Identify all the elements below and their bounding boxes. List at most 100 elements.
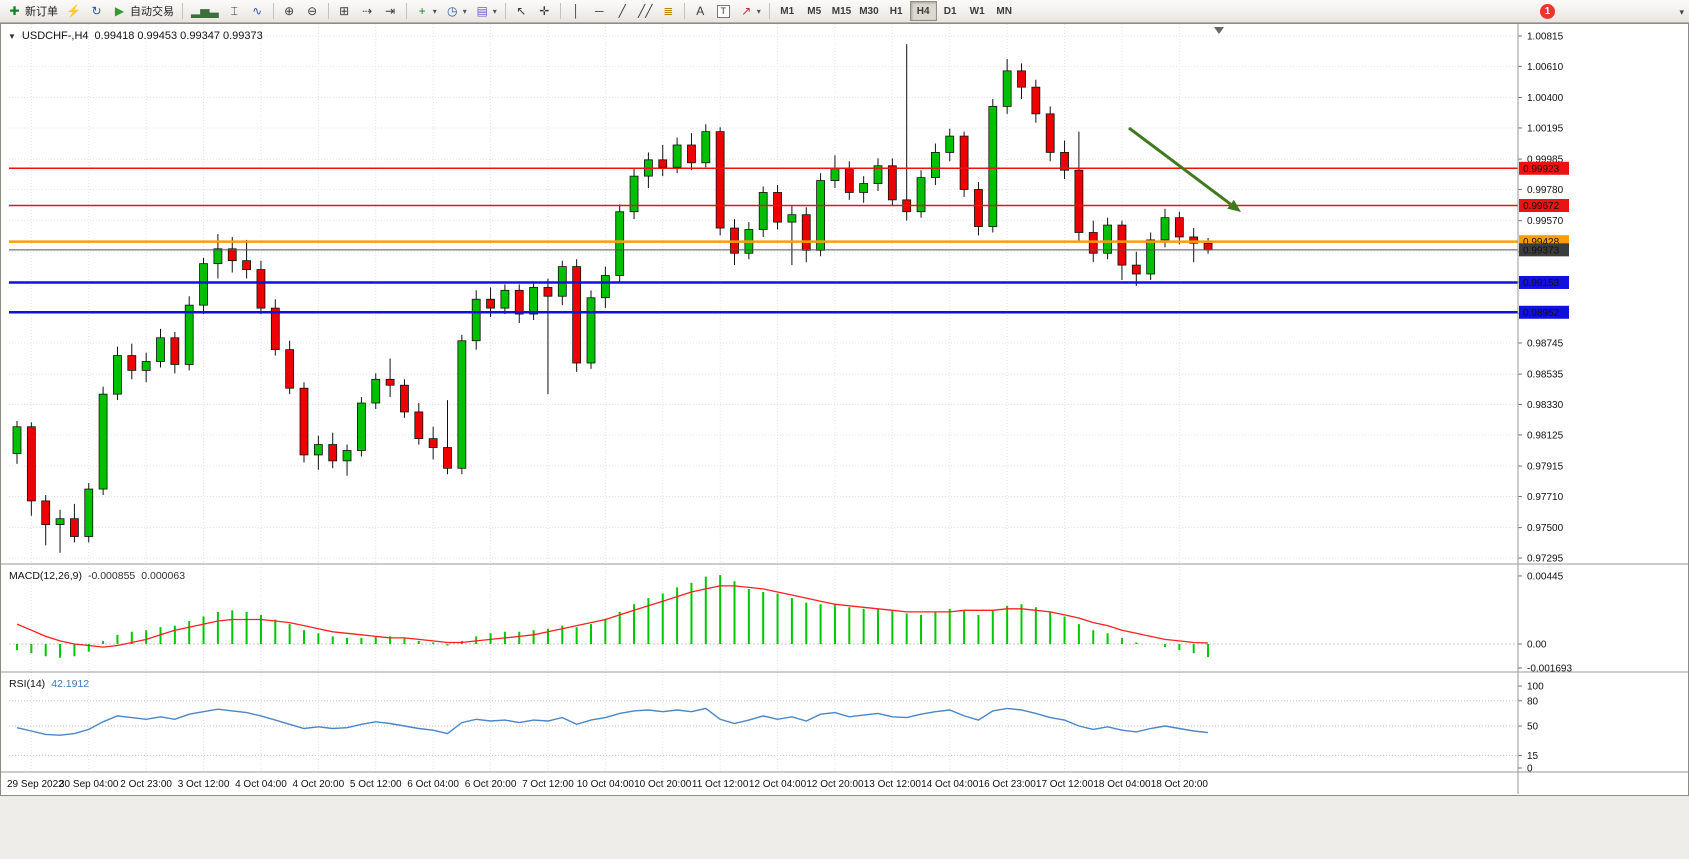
tile-windows-button[interactable]: ⊞ — [333, 1, 356, 21]
templates-icon: ▤ — [476, 4, 488, 18]
equidistant-channel-button[interactable]: ╱╱ — [634, 1, 657, 21]
svg-text:17 Oct 12:00: 17 Oct 12:00 — [1036, 779, 1094, 790]
autotrading-label: 自动交易 — [130, 6, 174, 18]
periods-button[interactable]: ◷ ▾ — [441, 1, 471, 21]
collapse-icon[interactable]: ▼ — [8, 31, 16, 41]
arrows-button[interactable]: ↗ ▾ — [735, 1, 765, 21]
timeframe-h1-button[interactable]: H1 — [883, 1, 910, 21]
svg-text:0.97710: 0.97710 — [1527, 492, 1564, 503]
svg-text:0.99780: 0.99780 — [1527, 185, 1564, 196]
horizontal-line-button[interactable]: ─ — [588, 1, 611, 21]
crosshair-button[interactable]: ✛ — [533, 1, 556, 21]
trendline-button[interactable]: ╱ — [611, 1, 634, 21]
toolbar-separator — [327, 3, 329, 19]
svg-text:0.99373: 0.99373 — [1523, 245, 1560, 256]
timeframe-m1-button[interactable]: M1 — [774, 1, 801, 21]
svg-text:0.98125: 0.98125 — [1527, 430, 1564, 441]
vertical-line-button[interactable]: │ — [565, 1, 588, 21]
toolbar-separator — [559, 3, 561, 19]
crosshair-icon: ✛ — [539, 4, 550, 18]
svg-text:6 Oct 04:00: 6 Oct 04:00 — [407, 779, 459, 790]
svg-text:1.00400: 1.00400 — [1527, 93, 1564, 104]
arrows-caret-icon: ▾ — [756, 6, 761, 16]
text-label-icon: T — [716, 4, 730, 18]
svg-text:0.98745: 0.98745 — [1527, 338, 1564, 349]
svg-text:30 Sep 04:00: 30 Sep 04:00 — [59, 779, 119, 790]
autotrading-icon: ▶ — [114, 4, 125, 18]
zoom-out-icon: ⊖ — [307, 4, 318, 18]
svg-text:15: 15 — [1527, 751, 1539, 762]
svg-text:2 Oct 23:00: 2 Oct 23:00 — [120, 779, 172, 790]
annotations — [1128, 27, 1241, 212]
chart-shift-icon: ⇥ — [385, 4, 396, 18]
periods-icon: ◷ — [446, 4, 458, 18]
timeframe-w1-button[interactable]: W1 — [964, 1, 991, 21]
bar-chart-icon: ▂▅▃ — [191, 4, 219, 18]
candlestick-chart-button[interactable]: ⌶ — [223, 1, 246, 21]
toolbar-overflow-icon[interactable]: ▾ — [1679, 7, 1684, 17]
svg-text:0.98535: 0.98535 — [1527, 370, 1564, 381]
refresh-button[interactable]: ↻ — [85, 1, 108, 21]
svg-text:0.98952: 0.98952 — [1523, 308, 1560, 319]
auto-scroll-button[interactable]: ⇢ — [356, 1, 379, 21]
equidistant-channel-icon: ╱╱ — [638, 4, 653, 18]
bar-chart-button[interactable]: ▂▅▃ — [187, 1, 223, 21]
svg-text:13 Oct 12:00: 13 Oct 12:00 — [864, 779, 922, 790]
zoom-out-button[interactable]: ⊖ — [301, 1, 324, 21]
templates-caret-icon: ▾ — [492, 6, 497, 16]
svg-text:100: 100 — [1527, 682, 1544, 693]
price-chart-canvas[interactable]: 1.00815 1.00610 1.00400 1.00195 0.99985 0.997… — [1, 24, 1688, 795]
svg-text:50: 50 — [1527, 722, 1539, 733]
cursor-button[interactable]: ↖ — [510, 1, 533, 21]
svg-text:0.97915: 0.97915 — [1527, 462, 1564, 473]
main-toolbar: ✚ 新订单 ⚡ ↻ ▶ 自动交易 ▂▅▃ ⌶ ∿ ⊕ ⊖ ⊞ ⇢ ⇥ + ▾ ◷ ▾ ▤ ▾ ↖ ✛ │ ─ ╱ ╱╱ ≣ A T ↗ ▾ M… — [0, 0, 1689, 23]
templates-button[interactable]: ▤ ▾ — [471, 1, 501, 21]
market-watch-button[interactable]: ⚡ — [62, 1, 85, 21]
zoom-in-button[interactable]: ⊕ — [278, 1, 301, 21]
periods-caret-icon: ▾ — [462, 6, 467, 16]
timeframe-m15-button[interactable]: M15 — [828, 1, 855, 21]
toolbar-separator — [768, 3, 770, 19]
svg-text:0.99923: 0.99923 — [1523, 164, 1560, 175]
svg-text:12 Oct 20:00: 12 Oct 20:00 — [806, 779, 864, 790]
svg-text:10 Oct 04:00: 10 Oct 04:00 — [577, 779, 635, 790]
macd-pane — [9, 575, 1518, 658]
text-icon: A — [696, 4, 705, 18]
svg-text:4 Oct 04:00: 4 Oct 04:00 — [235, 779, 287, 790]
timeframe-mn-button[interactable]: MN — [991, 1, 1018, 21]
svg-text:0.99570: 0.99570 — [1527, 216, 1564, 227]
svg-text:0.99428: 0.99428 — [1523, 237, 1560, 248]
candles — [12, 44, 1213, 553]
toolbar-separator — [683, 3, 685, 19]
svg-text:18 Oct 20:00: 18 Oct 20:00 — [1151, 779, 1209, 790]
rsi-pane — [9, 700, 1518, 756]
market-watch-icon: ⚡ — [66, 4, 81, 18]
new-chart-button[interactable]: + ▾ — [411, 1, 441, 21]
timeframe-m5-button[interactable]: M5 — [801, 1, 828, 21]
svg-text:0.99153: 0.99153 — [1523, 278, 1560, 289]
fibonacci-button[interactable]: ≣ — [657, 1, 680, 21]
toolbar-separator — [504, 3, 506, 19]
line-chart-button[interactable]: ∿ — [246, 1, 269, 21]
autotrading-button[interactable]: ▶ 自动交易 — [108, 1, 178, 21]
trendline-icon: ╱ — [618, 4, 626, 18]
tile-windows-icon: ⊞ — [339, 4, 350, 18]
svg-text:10 Oct 20:00: 10 Oct 20:00 — [634, 779, 692, 790]
svg-text:1.00195: 1.00195 — [1527, 123, 1564, 134]
svg-text:0: 0 — [1527, 764, 1533, 775]
text-label-button[interactable]: T — [712, 1, 735, 21]
new-order-button[interactable]: ✚ 新订单 — [3, 1, 62, 21]
svg-text:7 Oct 12:00: 7 Oct 12:00 — [522, 779, 574, 790]
timeframe-h4-button[interactable]: H4 — [909, 1, 937, 21]
notification-badge[interactable]: 1 — [1540, 4, 1555, 19]
svg-text:1.00610: 1.00610 — [1527, 62, 1564, 73]
new-order-label: 新订单 — [25, 6, 58, 18]
text-button[interactable]: A — [689, 1, 712, 21]
timeframe-d1-button[interactable]: D1 — [937, 1, 964, 21]
timeframe-m30-button[interactable]: M30 — [855, 1, 882, 21]
chart-shift-button[interactable]: ⇥ — [379, 1, 402, 21]
chart-window: 1.00815 1.00610 1.00400 1.00195 0.99985 0.997… — [0, 23, 1689, 796]
svg-text:18 Oct 04:00: 18 Oct 04:00 — [1093, 779, 1151, 790]
macd-axis: 0.00445 0.00 -0.001693 — [1518, 571, 1572, 675]
